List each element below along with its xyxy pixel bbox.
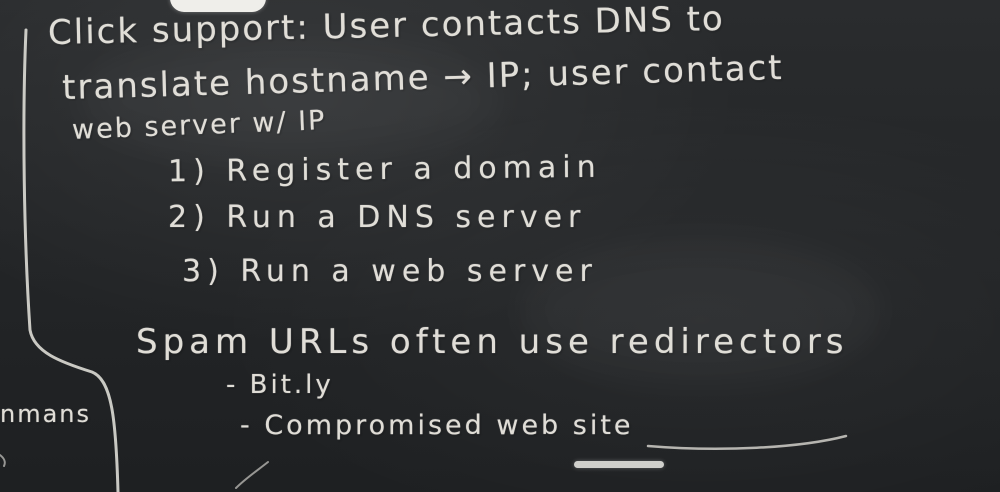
bracket-line bbox=[22, 28, 120, 492]
bottom-stroke bbox=[235, 461, 269, 489]
step-run-web-server: 3) Run a web server bbox=[182, 254, 598, 289]
tape-bottom bbox=[574, 461, 664, 468]
underline-stroke bbox=[646, 434, 848, 450]
bullet-compromised-site: - Compromised web site bbox=[240, 410, 634, 441]
margin-mark bbox=[0, 454, 6, 467]
line-spam-urls: Spam URLs often use redirectors bbox=[136, 322, 849, 362]
step-run-dns-server: 2) Run a DNS server bbox=[168, 200, 587, 235]
step-register-domain: 1) Register a domain bbox=[167, 149, 602, 190]
bullet-bitly: - Bit.ly bbox=[226, 370, 334, 400]
margin-fragment: nmans bbox=[0, 400, 92, 428]
tape-top bbox=[170, 0, 266, 12]
